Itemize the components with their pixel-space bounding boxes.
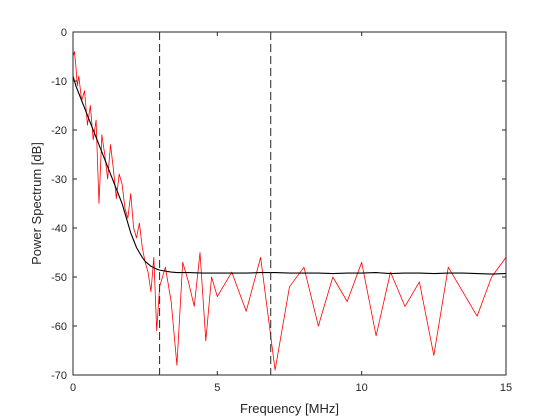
- y-tick-label: -20: [51, 125, 67, 137]
- y-tick-label: -70: [51, 370, 67, 382]
- y-tick-label: -10: [51, 76, 67, 88]
- marker-lines: [159, 32, 272, 375]
- x-axis-label: Frequency [MHz]: [240, 401, 339, 416]
- y-tick-label: 0: [61, 27, 67, 39]
- y-axis-label: Power Spectrum [dB]: [29, 142, 44, 265]
- series-smooth: [72, 75, 507, 275]
- x-tick-label: 10: [356, 382, 368, 394]
- series-line-smooth: [72, 75, 507, 275]
- axis-ticks: 0 5 10 15 0 -10 -20 -30 -40 -50 -60 -70: [51, 27, 512, 394]
- x-tick-label: 0: [70, 382, 76, 394]
- y-tick-label: -50: [51, 272, 67, 284]
- x-tick-label: 15: [500, 382, 512, 394]
- series-line-noisy: [72, 51, 507, 371]
- plot-area-border: [72, 31, 507, 376]
- series-noisy: [72, 51, 507, 371]
- y-tick-label: -30: [51, 174, 67, 186]
- y-tick-label: -60: [51, 321, 67, 333]
- y-tick-label: -40: [51, 223, 67, 235]
- series-layer: [72, 51, 507, 371]
- x-tick-label: 5: [214, 382, 220, 394]
